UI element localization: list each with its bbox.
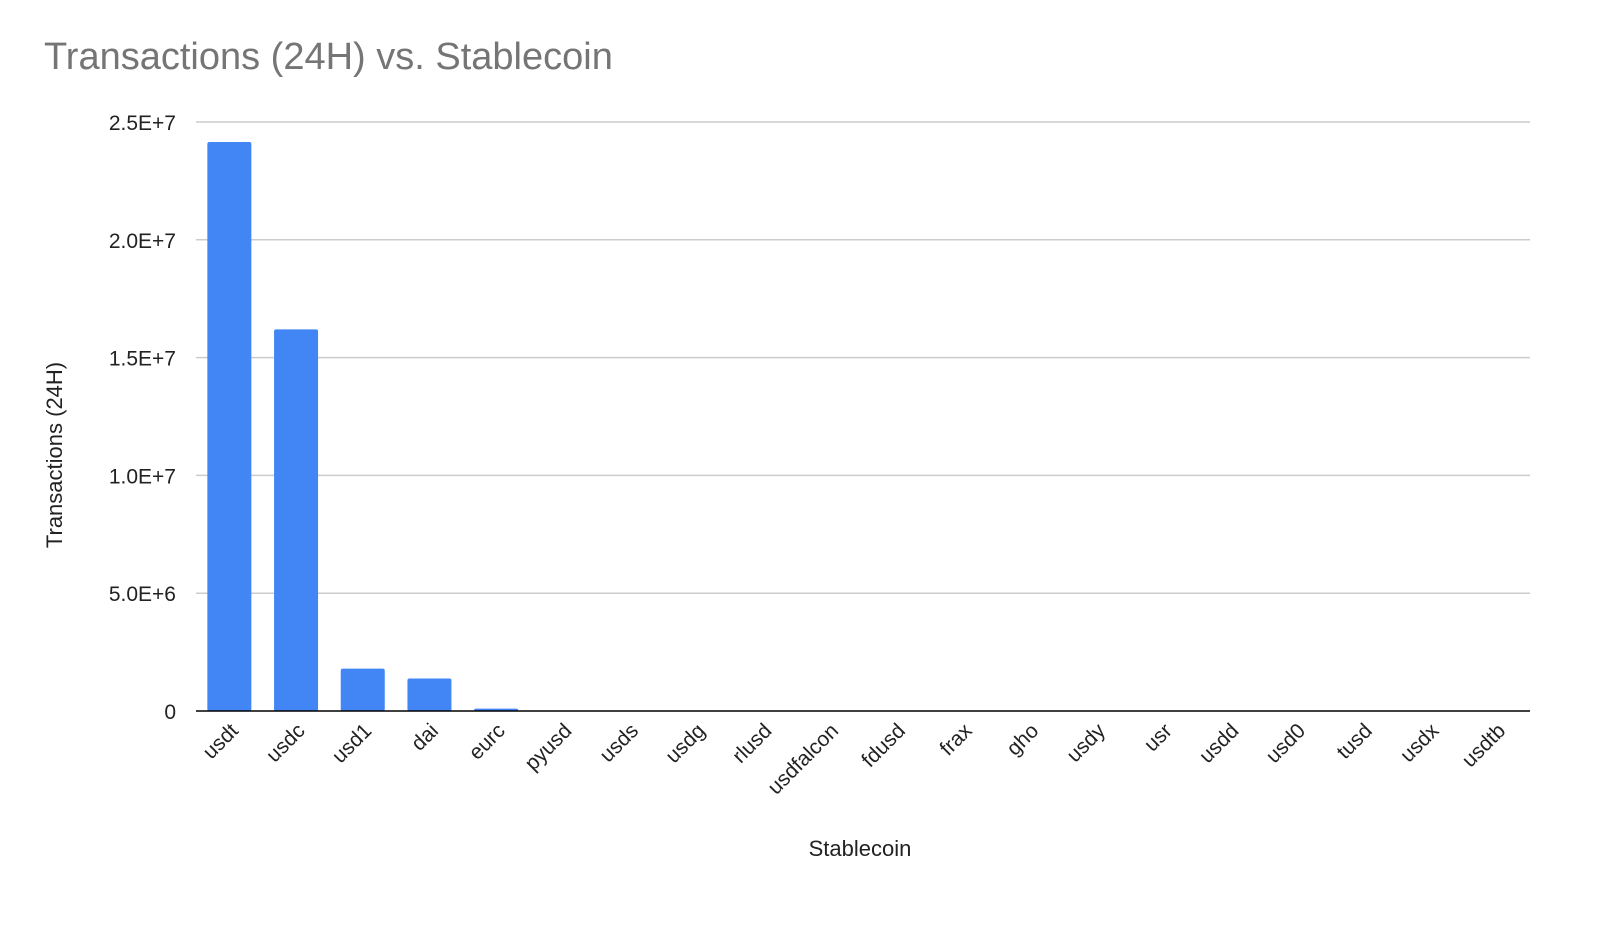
x-tick-label: usdx	[1396, 719, 1444, 767]
x-tick-label: pyusd	[520, 719, 576, 775]
x-tick-label: usdd	[1195, 719, 1243, 767]
x-tick-label: dai	[407, 719, 443, 755]
x-tick-label: usr	[1140, 719, 1177, 756]
y-tick-label: 5.0E+6	[109, 583, 176, 606]
x-tick-label: usd1	[328, 719, 376, 767]
x-tick-label: usdfalcon	[763, 719, 843, 799]
y-tick-label: 1.5E+7	[109, 348, 176, 371]
x-tick-label: usds	[595, 719, 643, 767]
x-tick-label: usdtb	[1458, 719, 1511, 772]
y-tick-label: 2.5E+7	[109, 112, 176, 135]
x-tick-label: usd0	[1262, 719, 1310, 767]
bar-usd1	[341, 669, 385, 711]
x-tick-label: fdusd	[857, 719, 910, 772]
x-tick-label: gho	[1002, 719, 1043, 760]
x-tick-label: usdc	[262, 719, 310, 767]
bar-dai	[407, 678, 451, 711]
x-tick-label: rlusd	[728, 719, 776, 767]
x-tick-label: usdy	[1062, 719, 1110, 767]
x-tick-label: usdg	[661, 719, 709, 767]
bar-usdc	[274, 329, 318, 711]
x-tick-label: frax	[936, 719, 977, 760]
y-tick-label: 1.0E+7	[109, 465, 176, 488]
y-tick-label: 2.0E+7	[109, 230, 176, 253]
chart-title: Transactions (24H) vs. Stablecoin	[44, 36, 613, 79]
bar-usdt	[207, 142, 251, 711]
y-axis-title: Transactions (24H)	[42, 362, 67, 548]
x-tick-label: tusd	[1332, 719, 1376, 763]
x-tick-label: usdt	[199, 719, 243, 763]
x-axis-title: Stablecoin	[809, 836, 912, 861]
y-tick-label: 0	[164, 701, 176, 724]
x-tick-label: eurc	[465, 719, 510, 764]
